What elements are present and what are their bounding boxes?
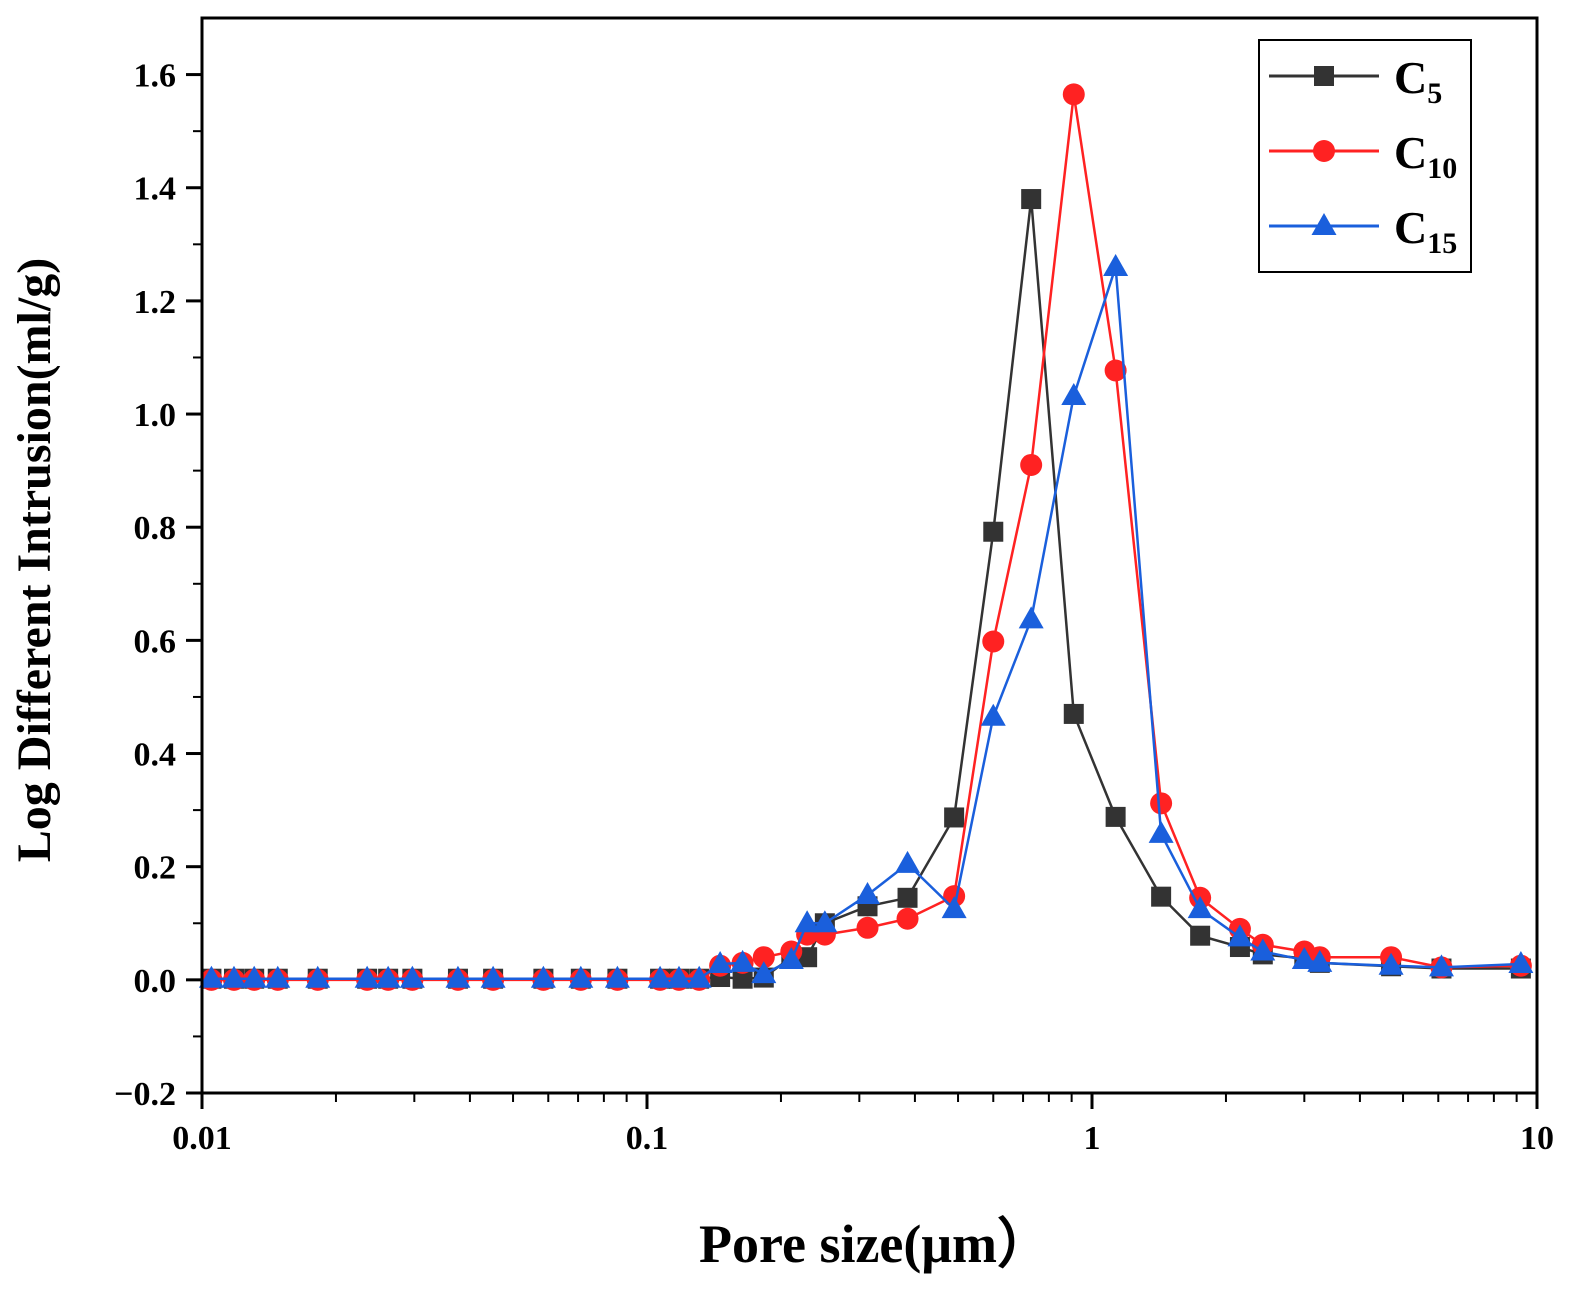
legend-entry: C5 [1269,52,1442,110]
legend-label-main: C [1394,52,1427,103]
data-point [794,910,820,933]
data-point [265,965,291,988]
series-line [211,266,1521,980]
data-point [944,807,965,828]
data-point [707,951,733,973]
data-point [221,965,247,988]
data-point [1104,359,1127,382]
y-tick-label: 0.0 [134,963,177,1000]
data-point [530,965,556,988]
series-C15 [198,253,1534,988]
data-point [855,881,881,904]
legend-label: C5 [1394,52,1442,110]
data-point [1103,253,1129,276]
data-point [305,965,331,988]
data-point [1151,886,1172,907]
data-point [686,965,712,988]
data-point [1150,792,1173,815]
data-point [354,965,380,988]
legend-entry: C10 [1269,127,1457,185]
data-point [480,965,506,988]
legend-label-subscript: 10 [1427,152,1457,185]
data-point [897,887,918,908]
data-point [375,965,401,988]
y-tick-label: 0.4 [134,737,177,774]
x-tick-label: 1 [1084,1120,1101,1157]
x-tick-label: 10 [1520,1120,1554,1157]
data-point [983,521,1004,542]
data-point [666,965,692,988]
legend-label: C15 [1394,202,1457,260]
legend-label-main: C [1394,202,1427,253]
legend-label-main: C [1394,127,1427,178]
data-point [732,968,753,989]
y-axis-label: Log Different Intrusion(ml/g) [8,258,61,862]
data-point [895,850,921,873]
data-point [1190,925,1211,946]
data-point [1508,951,1534,973]
legend-marker [1313,140,1335,162]
y-tick-label: 1.4 [134,171,177,208]
data-point [604,965,630,988]
data-point [856,916,879,939]
data-point [1063,703,1084,724]
data-point [941,896,967,919]
data-point [647,965,673,988]
data-point [445,965,471,988]
data-point [1105,806,1126,827]
legend-marker [1314,66,1334,86]
x-tick-label: 0.01 [172,1120,232,1157]
data-point [1291,947,1317,970]
y-tick-label: 1.6 [134,58,177,95]
data-point [1061,382,1087,405]
data-point [980,703,1006,726]
legend-label-subscript: 5 [1427,77,1442,110]
data-point [812,910,838,933]
data-point [1307,949,1333,972]
series-layer [198,83,1534,991]
data-point [1227,924,1253,947]
y-tick-label: 0.2 [134,850,177,887]
data-point [730,949,756,972]
data-point [1020,453,1043,476]
data-point [399,965,425,988]
data-point [1018,606,1044,629]
data-point [1062,83,1085,106]
legend-label-subscript: 15 [1427,227,1457,260]
data-point [568,965,594,988]
data-point [1187,896,1213,919]
data-point [1250,938,1276,961]
x-axis-label: Pore size(μm） [699,1214,1051,1274]
legend-box [1258,39,1472,273]
series-line [211,198,1521,980]
data-point [198,965,224,988]
data-point [896,907,919,930]
data-point [751,961,777,984]
y-tick-label: 1.0 [134,397,177,434]
legend-entry: C15 [1269,202,1457,260]
data-point [1021,189,1042,210]
data-point [241,965,267,988]
legend-marker [1311,213,1337,235]
axes-layer: 0.01 0.1 1 10 −0.2 0.0 0.2 0.4 0.6 0.8 1.0 1.2 1.4 1.… [114,16,1554,1157]
y-tick-label: −0.2 [114,1076,176,1113]
legend-label: C10 [1394,127,1457,185]
y-tick-label: 0.8 [134,510,177,547]
plot-frame [200,16,1539,1095]
data-point [1428,954,1454,977]
x-tick-label: 0.1 [626,1120,669,1157]
series-C5 [201,189,1531,989]
data-point [943,885,966,908]
data-point [1148,820,1174,843]
data-point [1378,952,1404,975]
y-tick-label: 0.6 [134,623,177,660]
y-tick-label: 1.2 [134,284,177,321]
data-point [778,947,804,970]
data-point [752,946,775,969]
data-point [982,630,1005,653]
